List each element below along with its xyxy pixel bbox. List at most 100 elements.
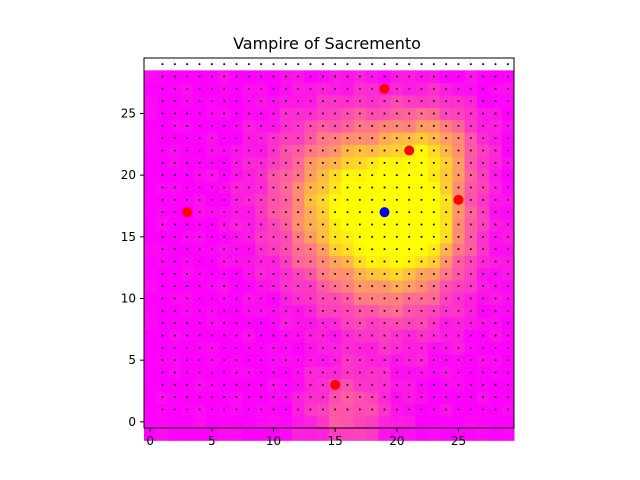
grid-dot (358, 174, 361, 177)
grid-dot (284, 174, 287, 177)
grid-dot (420, 186, 423, 189)
grid-dot (223, 112, 226, 115)
grid-dot (297, 322, 300, 325)
y-tick-label: 25 (121, 107, 136, 121)
grid-dot (210, 161, 213, 164)
grid-dot (297, 383, 300, 386)
grid-dot (223, 285, 226, 288)
grid-dot (457, 149, 460, 152)
grid-dot (371, 408, 374, 411)
grid-dot (309, 186, 312, 189)
grid-dot (346, 137, 349, 140)
grid-dot (260, 112, 263, 115)
grid-dot (161, 211, 164, 214)
grid-dot (297, 112, 300, 115)
grid-dot (223, 383, 226, 386)
grid-dot (272, 161, 275, 164)
grid-dot (235, 223, 238, 226)
grid-dot (321, 149, 324, 152)
grid-dot (247, 334, 250, 337)
grid-dot (186, 408, 189, 411)
grid-dot (284, 359, 287, 362)
grid-dot (445, 137, 448, 140)
grid-dot (457, 137, 460, 140)
grid-dot (284, 346, 287, 349)
grid-dot (432, 137, 435, 140)
grid-dot (223, 309, 226, 312)
heatmap-cell (144, 193, 157, 207)
grid-dot (321, 235, 324, 238)
grid-dot (210, 100, 213, 103)
grid-dot (445, 149, 448, 152)
heatmap-cell (144, 415, 157, 429)
heatmap-cell (267, 415, 281, 429)
grid-dot (235, 124, 238, 127)
grid-dot (186, 334, 189, 337)
grid-dot (408, 297, 411, 300)
grid-dot (506, 186, 509, 189)
grid-dot (334, 100, 337, 103)
grid-dot (173, 248, 176, 251)
grid-dot (383, 63, 386, 66)
grid-dot (334, 309, 337, 312)
grid-dot (161, 87, 164, 90)
grid-dot (186, 322, 189, 325)
grid-dot (408, 100, 411, 103)
grid-dot (383, 285, 386, 288)
grid-dot (297, 186, 300, 189)
grid-dot (358, 235, 361, 238)
grid-dot (284, 248, 287, 251)
grid-dot (457, 346, 460, 349)
grid-dot (457, 211, 460, 214)
grid-dot (482, 383, 485, 386)
grid-dot (371, 198, 374, 201)
grid-dot (260, 309, 263, 312)
grid-dot (457, 75, 460, 78)
grid-dot (321, 322, 324, 325)
grid-dot (161, 260, 164, 263)
grid-dot (284, 297, 287, 300)
grid-dot (309, 87, 312, 90)
grid-dot (297, 371, 300, 374)
heatmap-cell (440, 415, 453, 429)
grid-dot (223, 100, 226, 103)
grid-dot (334, 137, 337, 140)
grid-dot (371, 396, 374, 399)
grid-dot (408, 186, 411, 189)
grid-dot (445, 174, 448, 177)
heatmap-cell (242, 428, 256, 441)
grid-dot (395, 112, 398, 115)
grid-dot (383, 149, 386, 152)
grid-dot (173, 124, 176, 127)
red-point (404, 145, 415, 156)
grid-dot (371, 100, 374, 103)
grid-dot (346, 322, 349, 325)
grid-dot (223, 248, 226, 251)
grid-dot (284, 371, 287, 374)
blue-point (379, 207, 390, 218)
grid-dot (395, 124, 398, 127)
grid-dot (260, 285, 263, 288)
grid-dot (469, 346, 472, 349)
grid-dot (260, 137, 263, 140)
grid-dot (395, 383, 398, 386)
grid-dot (334, 161, 337, 164)
grid-dot (408, 87, 411, 90)
grid-dot (432, 297, 435, 300)
grid-dot (321, 396, 324, 399)
grid-dot (260, 396, 263, 399)
heatmap-cell (390, 428, 404, 441)
grid-dot (284, 235, 287, 238)
grid-dot (321, 285, 324, 288)
grid-dot (432, 211, 435, 214)
grid-dot (494, 235, 497, 238)
grid-dot (358, 161, 361, 164)
grid-dot (284, 100, 287, 103)
grid-dot (358, 346, 361, 349)
grid-dot (506, 359, 509, 362)
grid-dot (272, 272, 275, 275)
heatmap-cell (144, 329, 157, 343)
grid-dot (186, 124, 189, 127)
grid-dot (506, 346, 509, 349)
grid-dot (420, 174, 423, 177)
